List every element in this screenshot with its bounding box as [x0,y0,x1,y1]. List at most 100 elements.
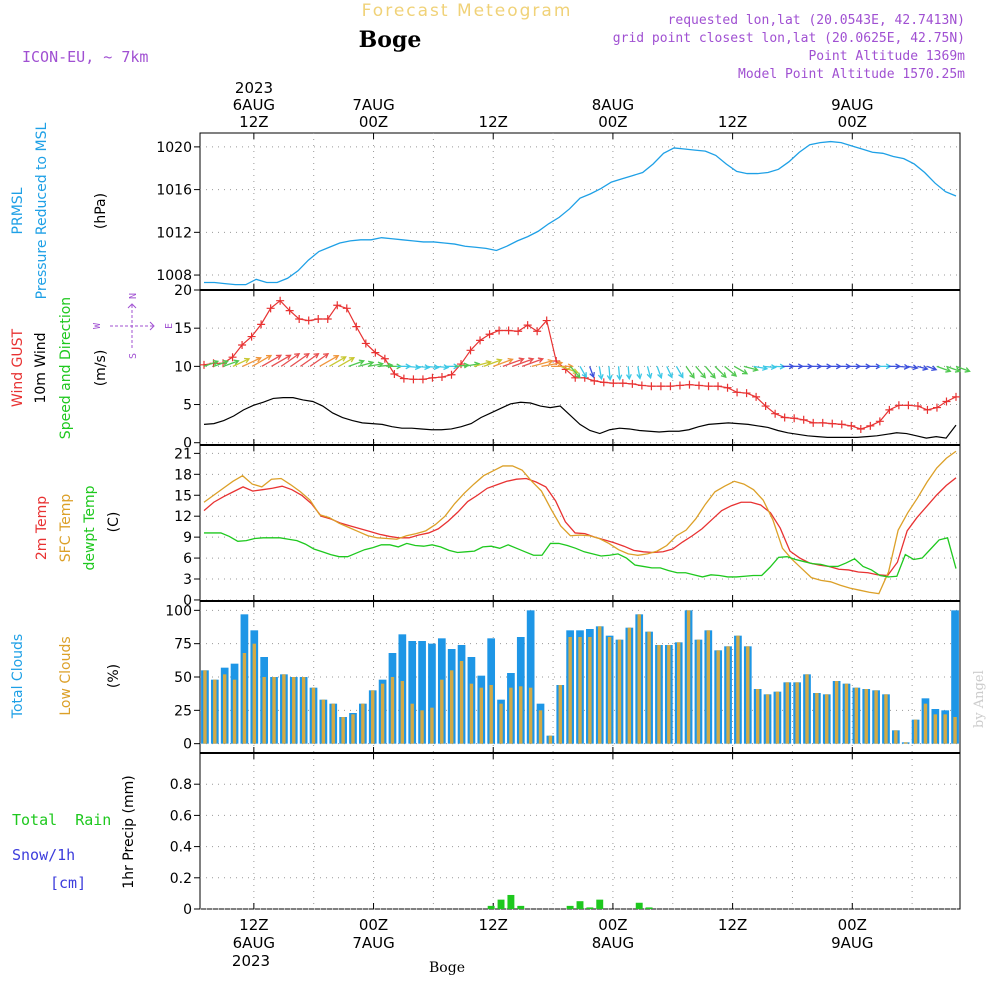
gust-marker [714,382,723,391]
wind-arrow-head [255,356,262,363]
low-cloud-bar [706,630,711,744]
gust-marker [647,382,656,391]
ytick-label: 1012 [156,225,192,241]
ytick-label: 0.2 [170,871,192,887]
ytick-label: 1016 [156,183,192,199]
wind-arrow [502,358,524,367]
wind-arrow [473,361,491,367]
ytick-label: 0.8 [170,777,192,793]
gust-marker [913,402,922,411]
wind-arrow-head [572,368,579,374]
wind-arrow [955,365,970,372]
low-cloud-bar [913,719,918,744]
location-title: Boge [359,27,422,53]
low-cloud-bar [509,687,513,744]
wind-arrow-head [964,367,971,373]
gust-marker [609,379,618,388]
top-title: Forecast Meteogram [362,1,573,21]
low-cloud-bar [795,682,799,744]
wind-arrow-head [244,357,251,364]
wind-arrow-head [581,372,587,379]
gust-marker [342,304,351,313]
top-year: 2023 [235,79,273,97]
rain-label: Total Rain [12,811,111,829]
wind-arrow-head [433,364,440,371]
low-cloud-bar [390,677,395,744]
top-day-label: 8AUG [592,96,634,114]
wind-unit: (m/s) [93,350,109,387]
low-cloud-bar [874,690,878,744]
wind-arrow [541,362,563,367]
requested-coords: requested lon,lat (20.0543E, 42.7413N) [668,13,965,28]
low-cloud-bar [765,694,770,744]
wind-arrow-head [667,372,673,379]
cloud-unit: (%) [106,664,122,688]
low-cloud-bar [440,679,444,744]
wind-arrow [714,365,727,378]
low-cloud-bar [677,642,681,744]
gust-marker [847,421,856,430]
low-cloud-bar [894,730,898,744]
watermark: by Angel [972,670,987,728]
total-cloud-bar [428,643,436,744]
gust-marker [428,373,437,382]
t2m-label: 2m Temp [34,496,50,560]
low-cloud-bar [489,685,493,744]
wind-arrow [242,357,262,367]
bottom-year: 2023 [232,952,270,970]
low-cloud-bar [469,683,474,744]
cloud-side-labels: Total Clouds Low Clouds (%) [10,634,122,719]
ytick-label: 18 [174,467,192,483]
wind-arrow [617,366,621,380]
sfc-line [203,450,957,595]
wind-arrow-head [414,364,422,371]
wind-arrow [309,353,329,367]
wind-arrow [724,365,737,377]
total-cloud-bar [526,610,535,744]
low-cloud-bar [528,687,533,744]
wind-arrow [917,365,928,370]
low-cloud-bar [746,646,750,744]
gust-marker [304,316,313,325]
gust-marker [932,403,941,412]
wind-arrow [637,366,641,379]
wind-arrow [898,365,909,368]
panels: 1008101210161020051015200369121518210255… [156,132,971,918]
wind-arrow-head [700,372,707,379]
low-cloud-bar [598,626,602,744]
low-cloud-bar [726,646,730,744]
gust-marker [618,379,627,388]
wind-arrow [907,365,918,369]
dewpt-line [204,532,957,578]
ytick-label: 1008 [156,268,192,284]
ytick-label: 0.4 [170,840,192,856]
low-cloud-bar [884,694,888,744]
rain-bar [576,901,584,909]
point-altitude: Point Altitude 1369m [808,49,965,64]
gust-marker [476,336,485,345]
gust-marker [352,322,361,331]
gust-marker [666,382,675,391]
low-cloud-bar [825,694,829,744]
low-clouds-label: Low Clouds [58,636,74,715]
low-cloud-bar [222,674,227,744]
temp-unit: (C) [106,512,122,533]
wind-arrow-head [340,356,347,362]
gust-marker [523,321,532,330]
gust-marker [599,378,608,387]
low-cloud-bar [321,699,326,744]
pressure-label-1: PRMSL [10,187,26,234]
gust-marker [704,382,713,391]
low-cloud-bar [519,686,523,744]
wind-arrow-head [770,364,777,371]
wind-arrow-head [294,352,301,359]
wind-arrow-head [233,359,240,366]
compass-s: S [128,353,139,359]
wind-arrow [454,364,469,368]
top-time-label: 12Z [718,113,747,131]
low-cloud-bar [578,637,582,744]
total-cloud-bar [951,610,959,744]
gust-marker [228,353,237,362]
